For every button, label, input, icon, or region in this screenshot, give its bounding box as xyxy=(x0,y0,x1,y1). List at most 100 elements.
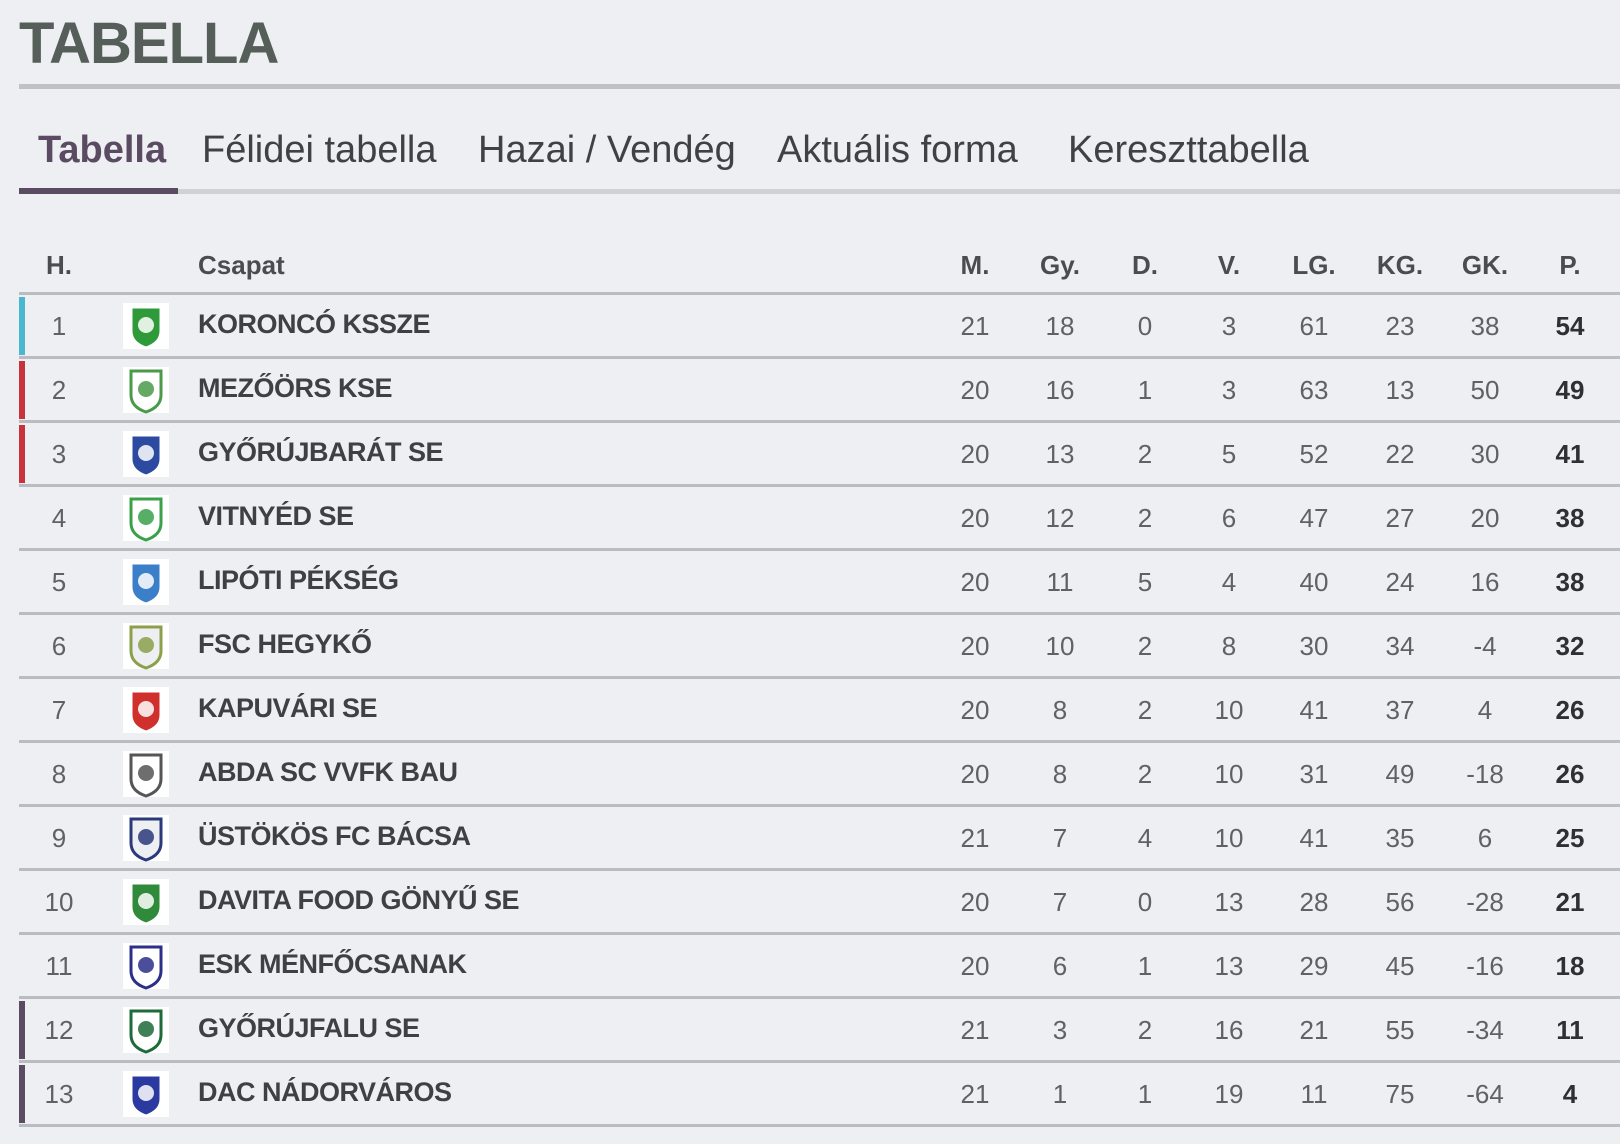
table-row[interactable]: 3 GYŐRÚJBARÁT SE 20 13 2 5 52 22 30 41 xyxy=(19,423,1620,487)
losses-cell: 10 xyxy=(1214,759,1244,789)
matches-cell: 21 xyxy=(960,823,990,853)
qualification-marker xyxy=(19,361,25,419)
title-divider xyxy=(19,84,1620,89)
col-header-draws: D. xyxy=(1132,250,1158,280)
tab-tabella[interactable]: Tabella xyxy=(38,129,167,171)
goals-for-cell: 41 xyxy=(1299,823,1329,853)
wins-cell: 13 xyxy=(1045,439,1075,469)
draws-cell: 1 xyxy=(1137,951,1153,981)
team-name-link[interactable]: MEZŐÖRS KSE xyxy=(198,373,393,403)
matches-cell: 21 xyxy=(960,311,990,341)
draws-cell: 2 xyxy=(1137,695,1153,725)
goals-for-cell: 52 xyxy=(1299,439,1329,469)
goals-against-cell: 22 xyxy=(1385,439,1415,469)
team-name-link[interactable]: FSC HEGYKŐ xyxy=(198,629,372,659)
losses-cell: 3 xyxy=(1221,375,1237,405)
team-crest-icon xyxy=(123,559,169,606)
matches-cell: 20 xyxy=(960,567,990,597)
goals-for-cell: 41 xyxy=(1299,695,1329,725)
table-row[interactable]: 11 ESK MÉNFŐCSANAK 20 6 1 13 29 45 -16 18 xyxy=(19,935,1620,999)
matches-cell: 20 xyxy=(960,759,990,789)
table-row[interactable]: 6 FSC HEGYKŐ 20 10 2 8 30 34 -4 32 xyxy=(19,615,1620,679)
standings-table: 1 KORONCÓ KSSZE 21 18 0 3 61 23 38 54 2 MEZŐÖRS K… xyxy=(19,295,1620,1127)
goals-for-cell: 21 xyxy=(1299,1015,1329,1045)
col-header-goals-for: LG. xyxy=(1292,250,1336,280)
goals-against-cell: 55 xyxy=(1385,1015,1415,1045)
draws-cell: 0 xyxy=(1137,311,1153,341)
goal-diff-cell: 4 xyxy=(1477,695,1493,725)
position-cell: 7 xyxy=(51,695,67,725)
points-cell: 38 xyxy=(1555,503,1585,533)
goals-against-cell: 27 xyxy=(1385,503,1415,533)
team-crest-icon xyxy=(123,815,169,862)
table-row[interactable]: 10 DAVITA FOOD GÖNYŰ SE 20 7 0 13 28 56 -28 21 xyxy=(19,871,1620,935)
goals-against-cell: 35 xyxy=(1385,823,1415,853)
tab-aktualis-forma[interactable]: Aktuális forma xyxy=(777,129,1018,171)
tab-hazai-vendeg[interactable]: Hazai / Vendég xyxy=(478,129,736,171)
team-crest-icon xyxy=(123,623,169,670)
tab-felidei-tabella[interactable]: Félidei tabella xyxy=(202,129,437,171)
matches-cell: 20 xyxy=(960,375,990,405)
col-header-goals-against: KG. xyxy=(1376,250,1424,280)
active-tab-indicator xyxy=(19,188,178,194)
qualification-marker xyxy=(19,1065,25,1123)
table-row[interactable]: 12 GYŐRÚJFALU SE 21 3 2 16 21 55 -34 11 xyxy=(19,999,1620,1063)
losses-cell: 6 xyxy=(1221,503,1237,533)
goals-against-cell: 45 xyxy=(1385,951,1415,981)
team-name-link[interactable]: KAPUVÁRI SE xyxy=(198,693,378,723)
table-row[interactable]: 13 DAC NÁDORVÁROS 21 1 1 19 11 75 -64 4 xyxy=(19,1063,1620,1127)
losses-cell: 16 xyxy=(1214,1015,1244,1045)
team-crest-icon xyxy=(123,879,169,926)
team-crest-icon xyxy=(123,687,169,734)
losses-cell: 13 xyxy=(1214,951,1244,981)
wins-cell: 16 xyxy=(1045,375,1075,405)
matches-cell: 21 xyxy=(960,1015,990,1045)
goals-for-cell: 29 xyxy=(1299,951,1329,981)
table-header: H. Csapat M. Gy. D. V. LG. KG. GK. P. xyxy=(19,240,1620,295)
losses-cell: 4 xyxy=(1221,567,1237,597)
goals-for-cell: 40 xyxy=(1299,567,1329,597)
position-cell: 8 xyxy=(51,759,67,789)
goals-against-cell: 13 xyxy=(1385,375,1415,405)
tabs-divider xyxy=(19,189,1620,194)
team-name-link[interactable]: LIPÓTI PÉKSÉG xyxy=(198,565,399,595)
team-name-link[interactable]: DAC NÁDORVÁROS xyxy=(198,1077,452,1107)
team-name-link[interactable]: ESK MÉNFŐCSANAK xyxy=(198,949,467,979)
team-name-link[interactable]: GYŐRÚJBARÁT SE xyxy=(198,437,444,467)
team-name-link[interactable]: KORONCÓ KSSZE xyxy=(198,309,431,339)
table-row[interactable]: 8 ABDA SC VVFK BAU 20 8 2 10 31 49 -18 26 xyxy=(19,743,1620,807)
table-row[interactable]: 1 KORONCÓ KSSZE 21 18 0 3 61 23 38 54 xyxy=(19,295,1620,359)
table-row[interactable]: 5 LIPÓTI PÉKSÉG 20 11 5 4 40 24 16 38 xyxy=(19,551,1620,615)
table-row[interactable]: 7 KAPUVÁRI SE 20 8 2 10 41 37 4 26 xyxy=(19,679,1620,743)
table-row[interactable]: 4 VITNYÉD SE 20 12 2 6 47 27 20 38 xyxy=(19,487,1620,551)
goal-diff-cell: -28 xyxy=(1466,887,1504,917)
team-name-link[interactable]: ABDA SC VVFK BAU xyxy=(198,757,458,787)
tab-kereszttabella[interactable]: Kereszttabella xyxy=(1068,129,1309,171)
team-crest-icon xyxy=(123,751,169,798)
draws-cell: 4 xyxy=(1137,823,1153,853)
position-cell: 1 xyxy=(51,311,67,341)
team-crest-icon xyxy=(123,1007,169,1054)
losses-cell: 5 xyxy=(1221,439,1237,469)
matches-cell: 20 xyxy=(960,695,990,725)
goals-for-cell: 61 xyxy=(1299,311,1329,341)
team-crest-icon xyxy=(123,367,169,414)
goal-diff-cell: -4 xyxy=(1473,631,1497,661)
goals-against-cell: 24 xyxy=(1385,567,1415,597)
points-cell: 49 xyxy=(1555,375,1585,405)
position-cell: 11 xyxy=(45,951,73,981)
points-cell: 4 xyxy=(1562,1079,1578,1109)
table-row[interactable]: 2 MEZŐÖRS KSE 20 16 1 3 63 13 50 49 xyxy=(19,359,1620,423)
team-name-link[interactable]: GYŐRÚJFALU SE xyxy=(198,1013,420,1043)
table-row[interactable]: 9 ÜSTÖKÖS FC BÁCSA 21 7 4 10 41 35 6 25 xyxy=(19,807,1620,871)
draws-cell: 2 xyxy=(1137,439,1153,469)
team-name-link[interactable]: DAVITA FOOD GÖNYŰ SE xyxy=(198,885,520,915)
team-name-link[interactable]: ÜSTÖKÖS FC BÁCSA xyxy=(198,821,471,851)
matches-cell: 20 xyxy=(960,887,990,917)
losses-cell: 8 xyxy=(1221,631,1237,661)
goals-for-cell: 28 xyxy=(1299,887,1329,917)
col-header-goal-diff: GK. xyxy=(1461,250,1509,280)
team-name-link[interactable]: VITNYÉD SE xyxy=(198,501,354,531)
losses-cell: 13 xyxy=(1214,887,1244,917)
qualification-marker xyxy=(19,425,25,483)
